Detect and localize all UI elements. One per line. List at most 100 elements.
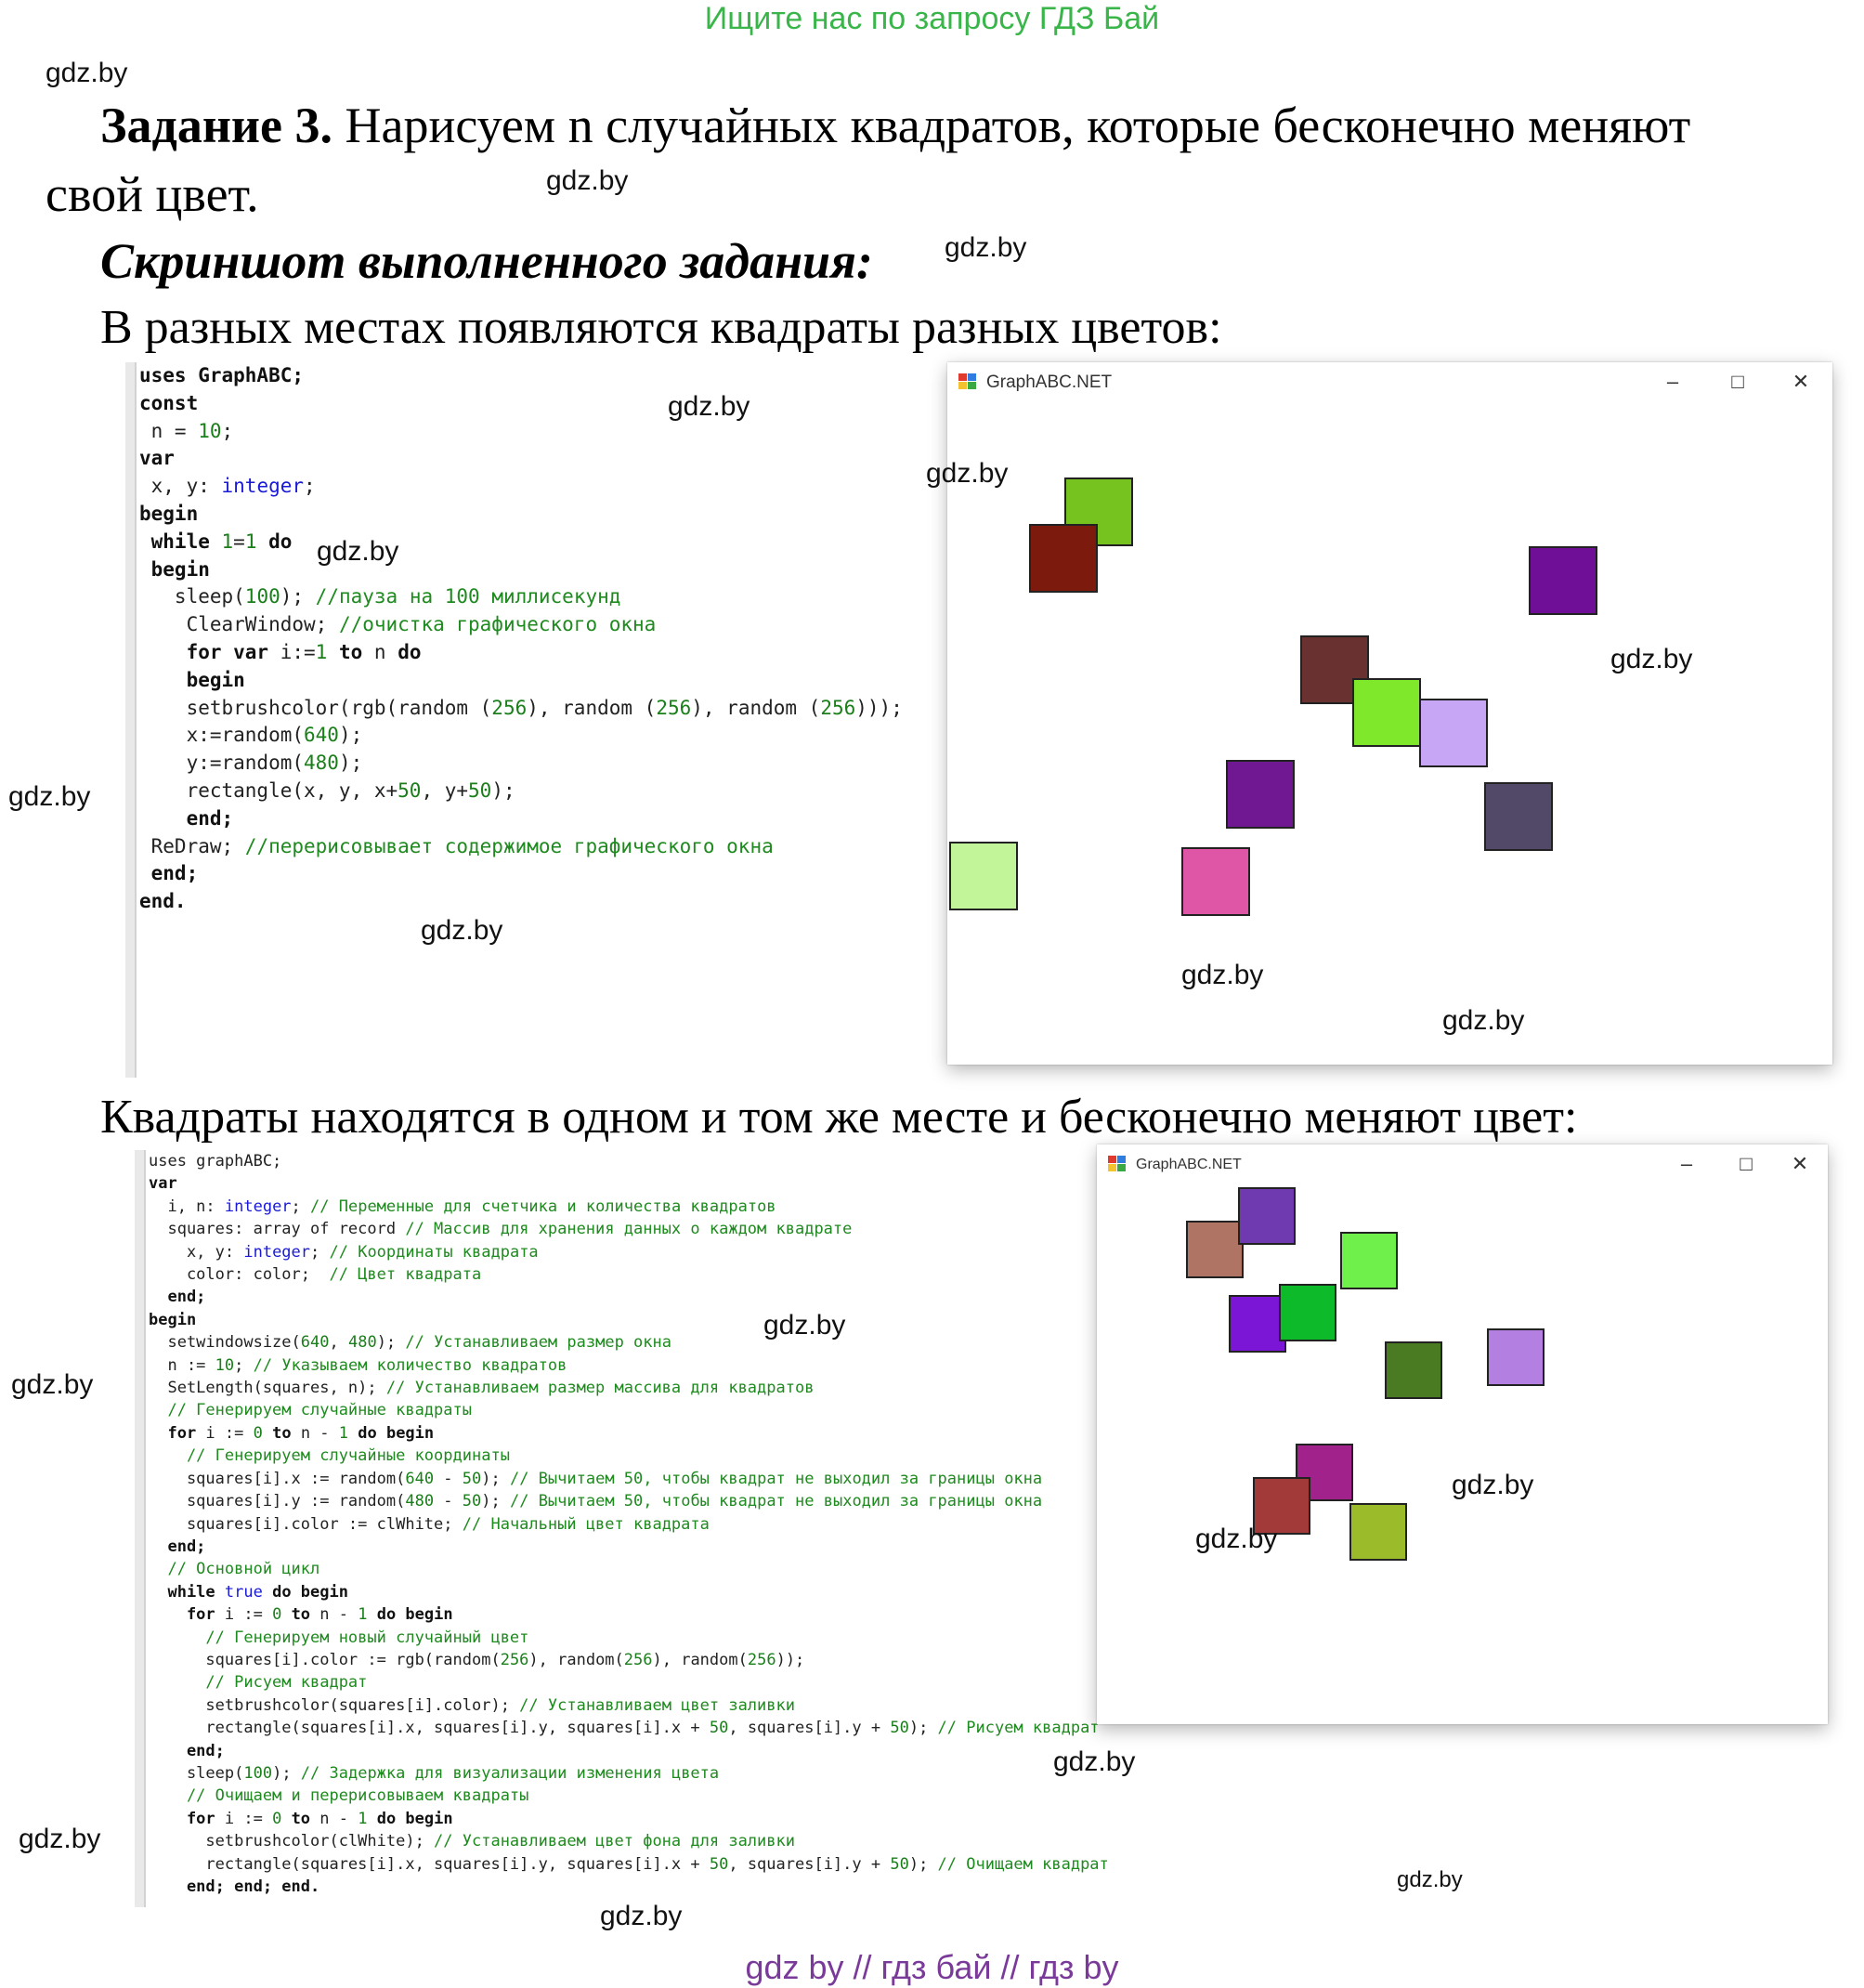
code-token: to bbox=[262, 1423, 301, 1443]
code-token: // Массив для хранения данных о каждом к… bbox=[405, 1220, 853, 1239]
code-token: ; bbox=[310, 1242, 330, 1262]
close-button[interactable]: ✕ bbox=[1791, 1152, 1809, 1175]
code-token: // Вычитаем 50, чтобы квадрат не выходил… bbox=[509, 1492, 1043, 1511]
code-token: const bbox=[139, 391, 199, 414]
code-token: // Координаты квадрата bbox=[329, 1242, 539, 1262]
code-token: squares[i].color := clWhite; bbox=[149, 1514, 463, 1534]
code-line: end; end; end. bbox=[149, 1876, 1109, 1898]
code-token: // Задержка для визуализации изменения ц… bbox=[300, 1763, 720, 1783]
code-token: begin bbox=[139, 668, 245, 691]
code-token: sleep( bbox=[139, 585, 245, 608]
code-token: - bbox=[434, 1469, 463, 1488]
code-token: // Устанавливаем цвет фона для заливки bbox=[434, 1832, 795, 1851]
code-token: 50 bbox=[709, 1854, 729, 1874]
code-token: 1 bbox=[358, 1809, 368, 1828]
code-token: // Переменные для счетчика и количества … bbox=[310, 1197, 776, 1216]
code-line: const bbox=[139, 390, 903, 418]
code-token: // Генерируем новый случайный цвет bbox=[149, 1628, 529, 1647]
code-token: ), random ( bbox=[691, 696, 821, 719]
code-token: ); bbox=[280, 585, 316, 608]
section2-caption: Квадраты находятся в одном и том же мест… bbox=[100, 1091, 1578, 1144]
code-token: n - bbox=[300, 1423, 339, 1443]
colored-square bbox=[1340, 1232, 1398, 1289]
code-token: color: color; bbox=[149, 1265, 330, 1285]
section1-caption: В разных местах появляются квадраты разн… bbox=[100, 301, 1222, 354]
code-token: 1 bbox=[358, 1605, 368, 1625]
app-icon bbox=[958, 373, 977, 390]
code-token: do begin bbox=[262, 1582, 348, 1602]
code-line: n = 10; bbox=[139, 418, 903, 446]
window-title: GraphABC.NET bbox=[1136, 1157, 1242, 1172]
window-titlebar: GraphABC.NET – □ ✕ bbox=[1097, 1144, 1828, 1185]
code-token: // Вычитаем 50, чтобы квадрат не выходил… bbox=[509, 1469, 1043, 1488]
code-token: n bbox=[373, 640, 386, 663]
code-token: 256 bbox=[656, 696, 692, 719]
code-token: 256 bbox=[500, 1650, 529, 1669]
watermark: gdz.by bbox=[1442, 1005, 1525, 1036]
code-token: ))); bbox=[855, 696, 903, 719]
code-token: ), random( bbox=[528, 1650, 624, 1669]
code-token: 256 bbox=[491, 696, 528, 719]
code-token: to bbox=[281, 1809, 320, 1828]
colored-square bbox=[1186, 1221, 1244, 1278]
colored-square bbox=[1226, 760, 1295, 829]
code-token: n = bbox=[139, 419, 199, 442]
maximize-button[interactable]: □ bbox=[1740, 1152, 1753, 1175]
code-token: 0 bbox=[272, 1605, 282, 1625]
code-line: for i := 0 to n - 1 do begin bbox=[149, 1422, 1109, 1445]
colored-square bbox=[1229, 1295, 1286, 1353]
code-token: // Генерируем случайные координаты bbox=[149, 1446, 510, 1466]
code-token: //перерисовывает содержимое графического… bbox=[244, 834, 774, 857]
code-token: rectangle(squares[i].x, squares[i].y, sq… bbox=[149, 1719, 710, 1738]
code-token: // Указываем количество квадратов bbox=[253, 1355, 567, 1375]
code-line: ReDraw; //перерисовывает содержимое граф… bbox=[139, 833, 903, 861]
code-token: 10 bbox=[198, 419, 222, 442]
maximize-button[interactable]: □ bbox=[1731, 370, 1744, 393]
code-token: squares[i].y := random( bbox=[149, 1492, 406, 1511]
code-line: // Рисуем квадрат bbox=[149, 1671, 1109, 1694]
code-line: x:=random(640); bbox=[139, 722, 903, 750]
colored-square bbox=[1029, 524, 1098, 593]
code-token: 640 bbox=[405, 1469, 435, 1488]
task-label: Задание 3. bbox=[100, 98, 333, 153]
code-token: end; bbox=[149, 1741, 225, 1760]
watermark: gdz.by bbox=[763, 1310, 846, 1341]
code-line: squares[i].x := random(640 - 50); // Выч… bbox=[149, 1468, 1109, 1490]
code-token: rectangle(squares[i].x, squares[i].y, sq… bbox=[149, 1854, 710, 1874]
code-token: ); bbox=[272, 1763, 301, 1783]
code-token: 1 bbox=[315, 640, 328, 663]
code-token: squares: array of record bbox=[149, 1220, 406, 1239]
watermark: gdz.by bbox=[1397, 1867, 1463, 1892]
watermark: gdz.by bbox=[1195, 1524, 1278, 1554]
code-token: ); bbox=[481, 1492, 510, 1511]
footer-links: gdz by // гдз бай // гдз by bbox=[745, 1948, 1119, 1986]
code-token: , squares[i].y + bbox=[728, 1719, 891, 1738]
code-token: // Устанавливаем цвет заливки bbox=[519, 1695, 795, 1715]
code-token: end; bbox=[149, 1288, 206, 1307]
code-token: uses graphABC; bbox=[149, 1152, 282, 1171]
code-token: 50 bbox=[890, 1854, 909, 1874]
code-token: for bbox=[149, 1423, 206, 1443]
close-button[interactable]: ✕ bbox=[1792, 370, 1810, 393]
code-token: // Основной цикл bbox=[149, 1560, 320, 1579]
promo-banner: Ищите нас по запросу ГДЗ Бай bbox=[704, 1, 1160, 36]
code-line: end; bbox=[139, 805, 903, 833]
code-line: // Генерируем случайные квадраты bbox=[149, 1399, 1109, 1421]
code-token: do begin bbox=[367, 1605, 453, 1625]
code-token: integer bbox=[243, 1242, 311, 1262]
code-line: begin bbox=[149, 1309, 1109, 1331]
code-line: end; bbox=[149, 1740, 1109, 1762]
code-line: for i := 0 to n - 1 do begin bbox=[149, 1808, 1109, 1830]
code-line: end. bbox=[139, 888, 903, 916]
code-token: 50 bbox=[709, 1719, 729, 1738]
code-token: ; bbox=[221, 419, 234, 442]
code-line: y:=random(480); bbox=[139, 750, 903, 778]
minimize-button[interactable]: – bbox=[1666, 370, 1679, 393]
code-line: for i := 0 to n - 1 do begin bbox=[149, 1603, 1109, 1626]
code-token: //очистка графического окна bbox=[338, 613, 657, 636]
code-token: 100 bbox=[243, 1763, 273, 1783]
minimize-button[interactable]: – bbox=[1680, 1152, 1693, 1175]
watermark: gdz.by bbox=[1181, 960, 1264, 990]
code-token: // Очищаем квадрат bbox=[937, 1854, 1109, 1874]
code-token: // Рисуем квадрат bbox=[937, 1719, 1100, 1738]
